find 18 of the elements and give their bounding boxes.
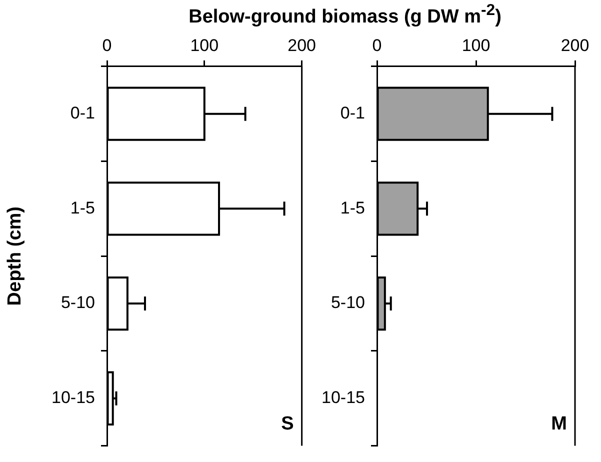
y-tick-label: 1-5 (70, 198, 95, 218)
y-tick-label: 1-5 (340, 198, 365, 218)
y-tick-label: 0-1 (70, 104, 95, 123)
y-tick-label: 10-15 (52, 388, 95, 408)
y-tick-label: 0-1 (340, 104, 365, 123)
x-tick-label: 0 (372, 36, 382, 55)
annotation: M (551, 414, 567, 435)
x-tick-label: 200 (560, 36, 590, 55)
y-tick-label: 10-15 (322, 388, 365, 408)
x-tick-label: 0 (102, 36, 112, 55)
x-tick-label: 200 (288, 36, 316, 55)
y-axis-title: Depth (cm) (4, 206, 26, 306)
x-axis-title: Below-ground biomass (g DW m$^{-2}$) (188, 2, 502, 28)
y-tick-label: 5-10 (60, 293, 95, 312)
x-tick-label: 100 (462, 36, 490, 55)
x-tick-label: 100 (190, 36, 219, 55)
y-tick-label: 5-10 (330, 293, 365, 312)
annotation: S (281, 414, 294, 435)
